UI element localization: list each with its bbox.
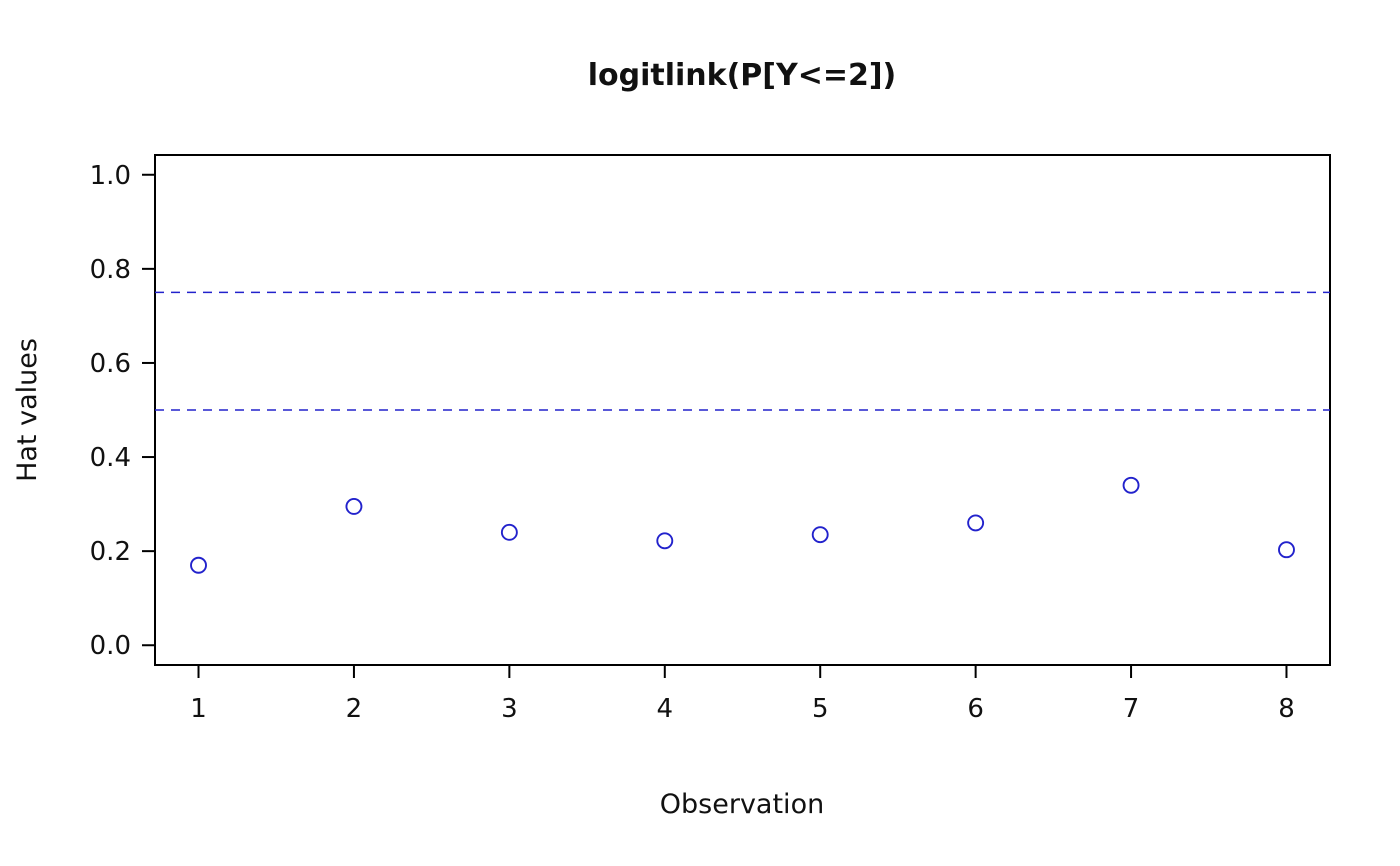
x-tick-label: 8 — [1278, 694, 1295, 724]
data-point — [811, 526, 829, 544]
x-tick-label: 7 — [1123, 694, 1140, 724]
y-axis-label: Hat values — [12, 338, 43, 482]
chart-title: logitlink(P[Y<=2]) — [588, 58, 897, 93]
y-tick-label: 0.6 — [90, 349, 131, 379]
y-tick-label: 0.0 — [90, 631, 131, 661]
y-tick-label: 0.8 — [90, 255, 131, 285]
x-tick-label: 1 — [190, 694, 207, 724]
x-tick-label: 4 — [657, 694, 674, 724]
x-tick-label: 2 — [346, 694, 363, 724]
x-tick-label: 3 — [501, 694, 518, 724]
data-point — [500, 523, 518, 541]
data-point — [656, 532, 674, 550]
data-point — [345, 497, 363, 515]
y-tick-label: 0.4 — [90, 443, 131, 473]
plot-area: 1 2 3 4 5 6 7 8 0.0 0.2 0.4 0.6 0.8 1.0 — [90, 154, 1331, 724]
data-point — [1278, 541, 1295, 559]
data-point — [967, 514, 985, 532]
data-point — [190, 556, 207, 574]
data-point — [1122, 476, 1140, 494]
x-tick-label: 6 — [967, 694, 984, 724]
y-tick-label: 1.0 — [90, 161, 131, 191]
y-tick-label: 0.2 — [90, 537, 131, 567]
x-tick-label: 5 — [812, 694, 829, 724]
x-axis-label: Observation — [660, 789, 824, 820]
